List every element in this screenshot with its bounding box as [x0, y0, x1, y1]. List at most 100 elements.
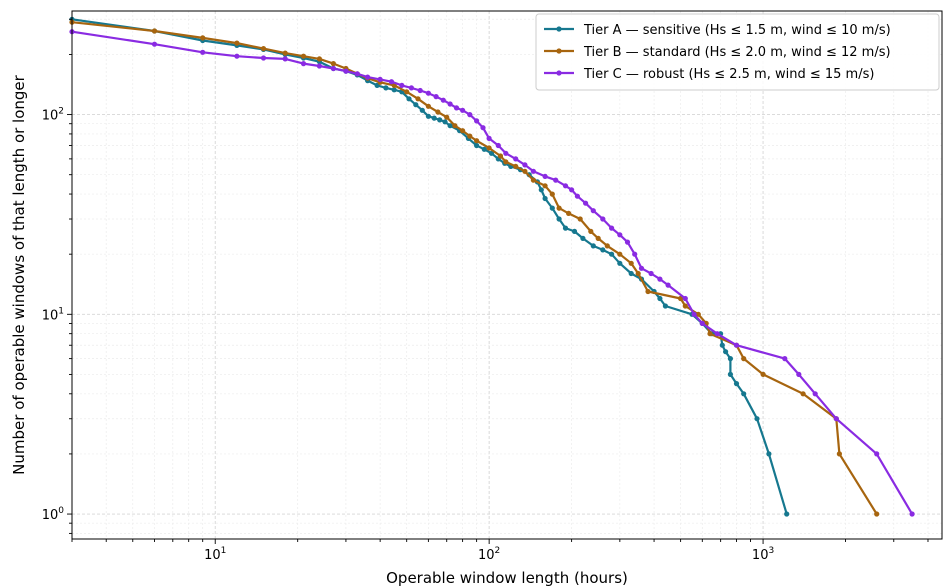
data-point — [330, 61, 336, 67]
data-point — [300, 61, 307, 67]
data-point — [727, 371, 734, 377]
data-point — [580, 235, 586, 241]
data-point — [549, 191, 555, 197]
data-point — [577, 216, 583, 222]
data-point — [530, 177, 537, 183]
data-point — [513, 156, 519, 162]
data-point — [707, 331, 713, 337]
data-point — [909, 511, 915, 517]
data-point — [437, 117, 443, 123]
data-point — [609, 251, 615, 257]
data-point — [365, 74, 371, 80]
data-point — [595, 235, 601, 241]
data-point — [316, 56, 322, 62]
data-point — [513, 163, 519, 169]
data-point — [200, 49, 206, 55]
data-point — [733, 342, 740, 348]
data-point — [503, 150, 509, 156]
data-point — [590, 208, 596, 214]
series-1 — [69, 19, 880, 517]
data-point — [488, 150, 495, 156]
legend-label: Tier C — robust (Hs ≤ 2.5 m, wind ≤ 15 m… — [583, 67, 874, 82]
data-point — [836, 451, 843, 457]
data-point — [495, 142, 501, 149]
data-point — [604, 243, 610, 249]
data-point — [200, 35, 206, 41]
data-point — [542, 173, 548, 179]
data-point — [538, 187, 544, 193]
data-point — [556, 216, 562, 222]
data-point — [404, 89, 410, 95]
data-point — [151, 41, 158, 47]
data-point — [874, 511, 880, 517]
y-axis-label: Number of operable windows of that lengt… — [10, 74, 28, 474]
data-point — [691, 311, 697, 317]
legend-item: Tier B — standard (Hs ≤ 2.0 m, wind ≤ 12… — [544, 45, 891, 60]
data-point — [522, 168, 528, 174]
data-point — [452, 123, 458, 129]
data-point — [741, 391, 747, 397]
data-point — [638, 265, 645, 271]
data-point — [260, 46, 267, 52]
legend-box — [535, 13, 940, 91]
data-point — [467, 133, 473, 139]
data-point — [699, 320, 705, 326]
data-point — [754, 416, 760, 422]
legend-item: Tier A — sensitive (Hs ≤ 1.5 m, wind ≤ 1… — [544, 23, 891, 38]
data-point — [300, 53, 307, 59]
data-point — [151, 28, 158, 34]
legend-swatch-marker — [556, 48, 562, 54]
data-point — [417, 87, 423, 94]
data-point — [632, 251, 638, 257]
data-point — [442, 119, 448, 125]
data-point — [481, 146, 487, 152]
data-point — [467, 112, 473, 118]
legend: Tier A — sensitive (Hs ≤ 1.5 m, wind ≤ 1… — [535, 13, 940, 91]
data-point — [566, 210, 572, 216]
data-point — [486, 145, 492, 151]
data-point — [522, 162, 528, 168]
legend-item: Tier C — robust (Hs ≤ 2.5 m, wind ≤ 15 m… — [544, 67, 874, 82]
data-point — [433, 94, 439, 100]
data-point — [648, 270, 654, 277]
data-point — [419, 107, 425, 113]
data-point — [406, 96, 412, 102]
data-point — [415, 96, 421, 102]
data-point — [719, 342, 725, 348]
data-point — [760, 371, 766, 377]
data-point — [542, 183, 548, 189]
plot-frame — [71, 10, 943, 540]
data-point — [480, 125, 486, 131]
data-point — [766, 451, 772, 457]
data-point — [796, 371, 802, 377]
data-point — [460, 107, 466, 113]
data-point — [682, 295, 688, 302]
data-point — [435, 109, 441, 115]
data-point — [413, 102, 419, 108]
data-point — [556, 205, 562, 211]
data-point — [447, 101, 453, 107]
x-axis-label: Operable window length (hours) — [386, 569, 628, 587]
data-point — [782, 356, 788, 362]
data-point — [431, 115, 437, 121]
axis-ticks: 101 102 103 100 101 102 — [42, 18, 929, 563]
data-point — [234, 53, 240, 59]
data-point — [497, 153, 504, 159]
data-point — [657, 276, 663, 282]
data-point — [662, 303, 669, 309]
data-point — [600, 247, 606, 253]
y-tick-label: 100 — [42, 506, 65, 523]
data-point — [741, 356, 747, 362]
data-point — [391, 87, 397, 93]
data-point — [474, 138, 480, 144]
data-point — [682, 303, 688, 309]
data-point — [343, 68, 349, 74]
x-tick-label: 103 — [752, 546, 774, 563]
data-point — [617, 251, 623, 257]
data-point — [833, 416, 839, 422]
data-point — [474, 118, 480, 124]
data-point — [657, 295, 663, 302]
data-point — [383, 85, 389, 91]
